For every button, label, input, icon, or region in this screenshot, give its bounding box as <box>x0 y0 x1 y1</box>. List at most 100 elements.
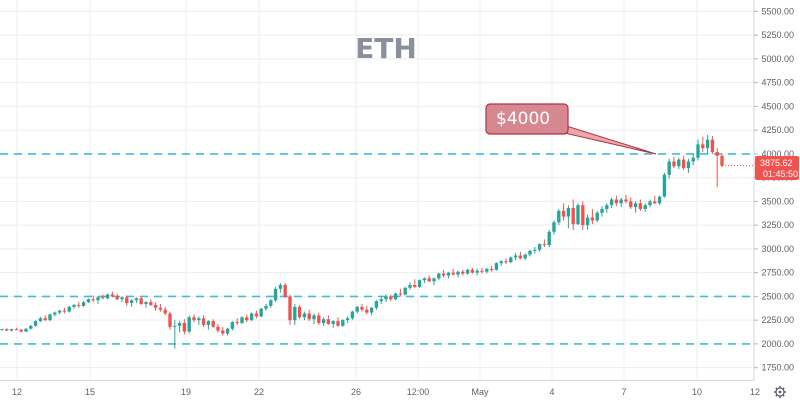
settings-gear-icon[interactable] <box>774 386 786 398</box>
candle[interactable] <box>542 239 547 247</box>
candle[interactable] <box>264 304 268 311</box>
candle[interactable] <box>149 299 153 306</box>
candle[interactable] <box>662 172 667 198</box>
candle[interactable] <box>230 321 235 331</box>
candle[interactable] <box>0 328 4 331</box>
candle[interactable] <box>384 294 388 303</box>
candle[interactable] <box>571 199 575 230</box>
candle[interactable] <box>691 153 695 166</box>
candle[interactable] <box>374 300 379 310</box>
candle[interactable] <box>585 214 590 230</box>
candle[interactable] <box>177 321 182 333</box>
candle[interactable] <box>499 260 503 266</box>
price-callout[interactable]: $4000 <box>485 103 657 155</box>
candle[interactable] <box>701 136 705 152</box>
candle[interactable] <box>293 304 297 325</box>
candle[interactable] <box>614 195 619 207</box>
candle[interactable] <box>341 319 345 327</box>
candle[interactable] <box>648 199 652 208</box>
candle[interactable] <box>211 319 215 328</box>
candle[interactable] <box>254 310 259 319</box>
candle[interactable] <box>77 302 81 308</box>
candle[interactable] <box>518 251 523 260</box>
candle[interactable] <box>403 286 407 296</box>
candle[interactable] <box>456 270 460 278</box>
candle[interactable] <box>14 327 19 331</box>
candle[interactable] <box>297 304 302 320</box>
candle[interactable] <box>681 155 686 171</box>
candle[interactable] <box>422 277 427 284</box>
candle[interactable] <box>9 328 14 332</box>
candle[interactable] <box>125 295 129 306</box>
candle[interactable] <box>633 201 638 213</box>
candle[interactable] <box>413 279 417 288</box>
candle[interactable] <box>715 148 719 188</box>
candle[interactable] <box>605 203 609 213</box>
candle[interactable] <box>638 199 643 211</box>
candle[interactable] <box>29 324 33 330</box>
candle[interactable] <box>475 268 479 276</box>
candle[interactable] <box>389 294 393 302</box>
candle[interactable] <box>369 306 374 316</box>
candle[interactable] <box>710 135 715 154</box>
candle[interactable] <box>350 310 355 321</box>
candle[interactable] <box>446 271 451 279</box>
candle[interactable] <box>629 197 633 209</box>
candle[interactable] <box>67 305 71 313</box>
candle[interactable] <box>667 158 671 179</box>
candle[interactable] <box>557 209 561 226</box>
candle[interactable] <box>537 243 542 252</box>
candle[interactable] <box>5 328 9 332</box>
candle[interactable] <box>158 304 163 312</box>
candle[interactable] <box>379 296 383 304</box>
candle[interactable] <box>547 229 551 247</box>
candle[interactable] <box>19 329 23 333</box>
candle[interactable] <box>561 203 566 221</box>
candle[interactable] <box>365 305 369 315</box>
candle[interactable] <box>48 313 52 322</box>
candle[interactable] <box>307 309 311 322</box>
candle[interactable] <box>139 296 143 305</box>
candle[interactable] <box>355 305 359 314</box>
candle[interactable] <box>312 313 316 324</box>
candle[interactable] <box>441 269 446 278</box>
candle[interactable] <box>576 203 580 226</box>
time-scale[interactable] <box>0 380 800 402</box>
candle[interactable] <box>24 328 28 333</box>
candle[interactable] <box>398 288 403 297</box>
candle[interactable] <box>221 326 225 336</box>
candle[interactable] <box>96 296 100 304</box>
candle[interactable] <box>451 268 455 276</box>
candle[interactable] <box>302 311 307 321</box>
candle[interactable] <box>595 210 599 223</box>
candle[interactable] <box>86 298 91 304</box>
candle[interactable] <box>643 203 647 212</box>
candle[interactable] <box>168 311 172 330</box>
candle[interactable] <box>465 268 470 275</box>
candle[interactable] <box>600 206 604 217</box>
candle[interactable] <box>134 297 139 304</box>
candle[interactable] <box>720 153 724 168</box>
candle[interactable] <box>677 157 681 170</box>
candle[interactable] <box>269 299 273 308</box>
candle[interactable] <box>437 272 441 281</box>
candle[interactable] <box>53 311 57 317</box>
candle[interactable] <box>609 197 614 209</box>
candle[interactable] <box>590 209 595 225</box>
candle[interactable] <box>91 295 95 303</box>
candle[interactable] <box>494 262 499 271</box>
candle[interactable] <box>278 283 283 293</box>
candle[interactable] <box>187 315 191 334</box>
candle[interactable] <box>216 323 220 333</box>
candle[interactable] <box>225 327 230 336</box>
candle[interactable] <box>461 269 465 276</box>
candle[interactable] <box>173 320 177 349</box>
candle[interactable] <box>504 258 508 265</box>
candle[interactable] <box>197 316 201 325</box>
candle[interactable] <box>321 317 326 326</box>
candle[interactable] <box>331 320 335 328</box>
candle[interactable] <box>485 267 489 274</box>
candle[interactable] <box>657 195 662 206</box>
candle[interactable] <box>417 279 422 288</box>
candle[interactable] <box>163 306 167 316</box>
